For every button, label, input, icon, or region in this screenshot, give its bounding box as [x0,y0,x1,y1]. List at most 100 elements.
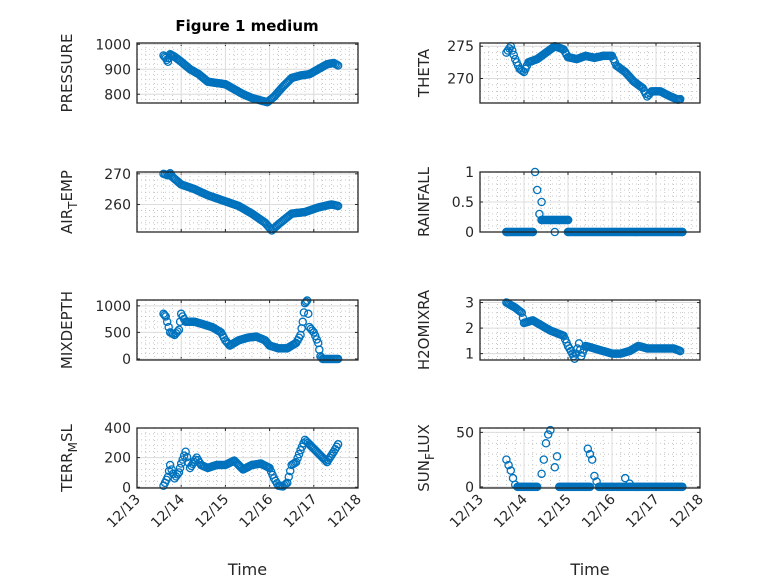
data-point [299,308,309,317]
y-tick-label: 0 [465,225,474,241]
data-point [167,465,176,474]
axes-box [136,171,359,233]
data-point [189,457,199,467]
y-tick-label: 270 [104,167,131,183]
data-point [175,463,185,473]
data-point [165,460,175,470]
data-point [541,439,551,448]
y-tick-label: 900 [104,62,131,78]
data-point [187,461,196,471]
figure-title: Figure 1 medium [175,17,318,35]
data-point [298,317,307,327]
data-point [322,457,332,467]
y-tick-label: 800 [104,87,131,103]
data-point [620,473,630,483]
subplot-h2omixra: 1 2 3 H2OMIXRA [415,289,701,370]
y-axis-label: SUNFLUX [415,424,437,492]
axes-box [136,42,359,104]
subplot-pressure: 800 900 1000 PRESSURE [58,34,359,113]
subplot-mixdepth: 0 500 1000 MIXDEPTH [58,291,359,369]
data-point [325,453,334,463]
data-point [181,447,190,456]
y-axis-label: THETA [415,48,433,98]
y-axis-label: MIXDEPTH [58,291,76,369]
data-point [328,449,337,459]
y-axis-label: AIRTEMP [58,170,80,234]
data-point [284,472,294,482]
y-axis-label: TERRMSL [58,423,80,492]
axes-box [136,427,359,489]
data-point [294,449,304,459]
axes-box [479,427,701,489]
y-tick-label: 275 [447,39,474,55]
data-point [509,50,518,60]
data-point [326,451,336,461]
data-point [585,482,595,492]
data-point [320,455,329,464]
data-point [173,327,182,336]
y-axis-label: RAINFALL [415,166,433,237]
data-point [285,466,295,476]
data-point [583,444,593,453]
y-tick-label: 260 [104,197,131,213]
data-point [678,482,687,492]
data-point [293,453,302,463]
subplot-rainfall: 0 0.5 1 RAINFALL [415,165,701,241]
y-axis-label: PRESSURE [58,34,76,113]
data-point [163,57,173,67]
data-point [283,478,292,488]
y-tick-label: 200 [104,451,131,467]
data-point [532,482,542,492]
data-point [191,455,200,464]
data-point [162,317,172,327]
y-tick-label: 0 [465,480,474,496]
data-point [546,425,555,435]
data-point [550,463,560,472]
y-tick-label: 1 [465,165,474,181]
data-point [333,354,343,364]
data-point [324,455,333,465]
x-axis-label: Time [569,560,609,579]
y-tick-label: 500 [104,325,131,341]
data-point [563,215,573,225]
subplot-theta: 270 275 THETA [415,39,701,105]
data-point [514,306,524,315]
axes-box [479,171,701,233]
y-tick-label: 1000 [95,37,131,53]
data-point [537,469,546,479]
data-point [675,346,685,356]
data-point [585,449,595,459]
data-point [552,452,562,461]
y-tick-label: 0.5 [452,195,474,211]
axes-box [479,42,701,104]
data-point [587,455,597,464]
data-point [333,201,343,211]
data-point [543,430,553,439]
y-tick-label: 50 [456,425,474,441]
data-point [301,297,311,307]
data-point [304,309,313,319]
y-tick-label: 400 [104,421,131,437]
y-tick-label: 3 [465,296,474,312]
y-tick-label: 1 [465,347,474,363]
data-point [159,309,168,319]
y-tick-label: 270 [447,71,474,87]
data-point [506,466,516,475]
data-point [517,308,527,318]
data-point [502,455,511,464]
data-point [539,455,549,464]
data-point [537,197,546,207]
y-tick-label: 1000 [95,299,131,315]
data-point [291,457,301,467]
x-axis-label: Time [227,560,267,579]
y-tick-label: 0 [122,352,131,368]
data-point [185,463,195,473]
data-point [508,46,517,55]
axes-box [479,299,701,361]
data-point [182,452,192,462]
data-point [333,61,343,70]
y-tick-label: 2 [465,321,474,337]
data-point [161,312,170,321]
y-tick-label: 0 [122,480,131,496]
